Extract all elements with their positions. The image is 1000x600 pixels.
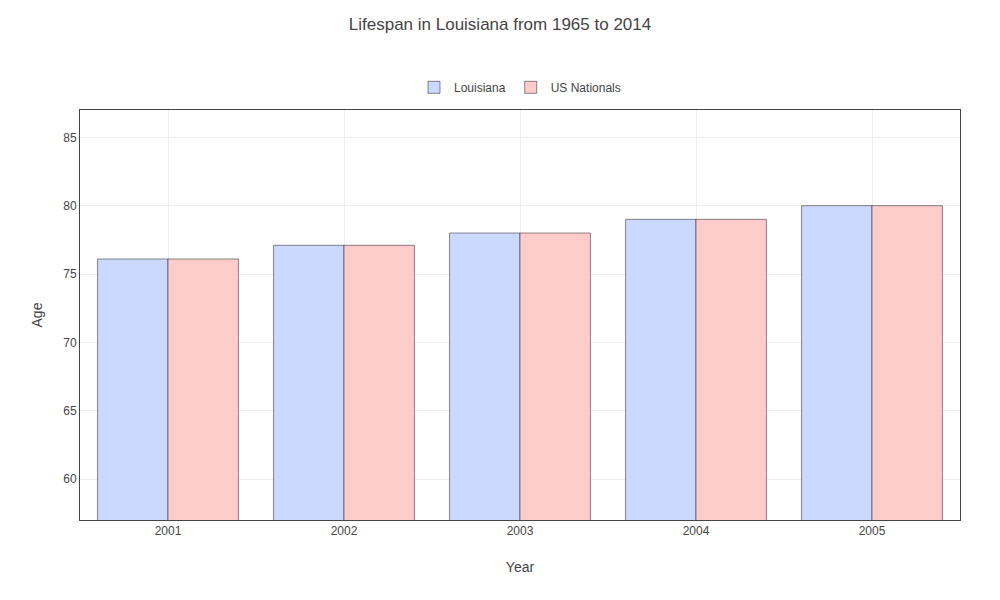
svg-text:2003: 2003 [507, 524, 534, 538]
svg-text:60: 60 [63, 472, 77, 486]
svg-text:2004: 2004 [683, 524, 710, 538]
svg-text:80: 80 [63, 199, 77, 213]
svg-text:2002: 2002 [331, 524, 358, 538]
svg-text:2005: 2005 [859, 524, 886, 538]
svg-text:US Nationals: US Nationals [551, 81, 621, 95]
svg-text:Lifespan in Louisiana from 196: Lifespan in Louisiana from 1965 to 2014 [349, 15, 651, 34]
svg-text:85: 85 [63, 131, 77, 145]
svg-text:Age: Age [29, 302, 45, 327]
svg-text:75: 75 [63, 267, 77, 281]
svg-text:Year: Year [506, 559, 535, 575]
svg-text:Louisiana: Louisiana [454, 81, 506, 95]
svg-text:70: 70 [63, 336, 77, 350]
svg-text:2001: 2001 [155, 524, 182, 538]
svg-text:65: 65 [63, 404, 77, 418]
